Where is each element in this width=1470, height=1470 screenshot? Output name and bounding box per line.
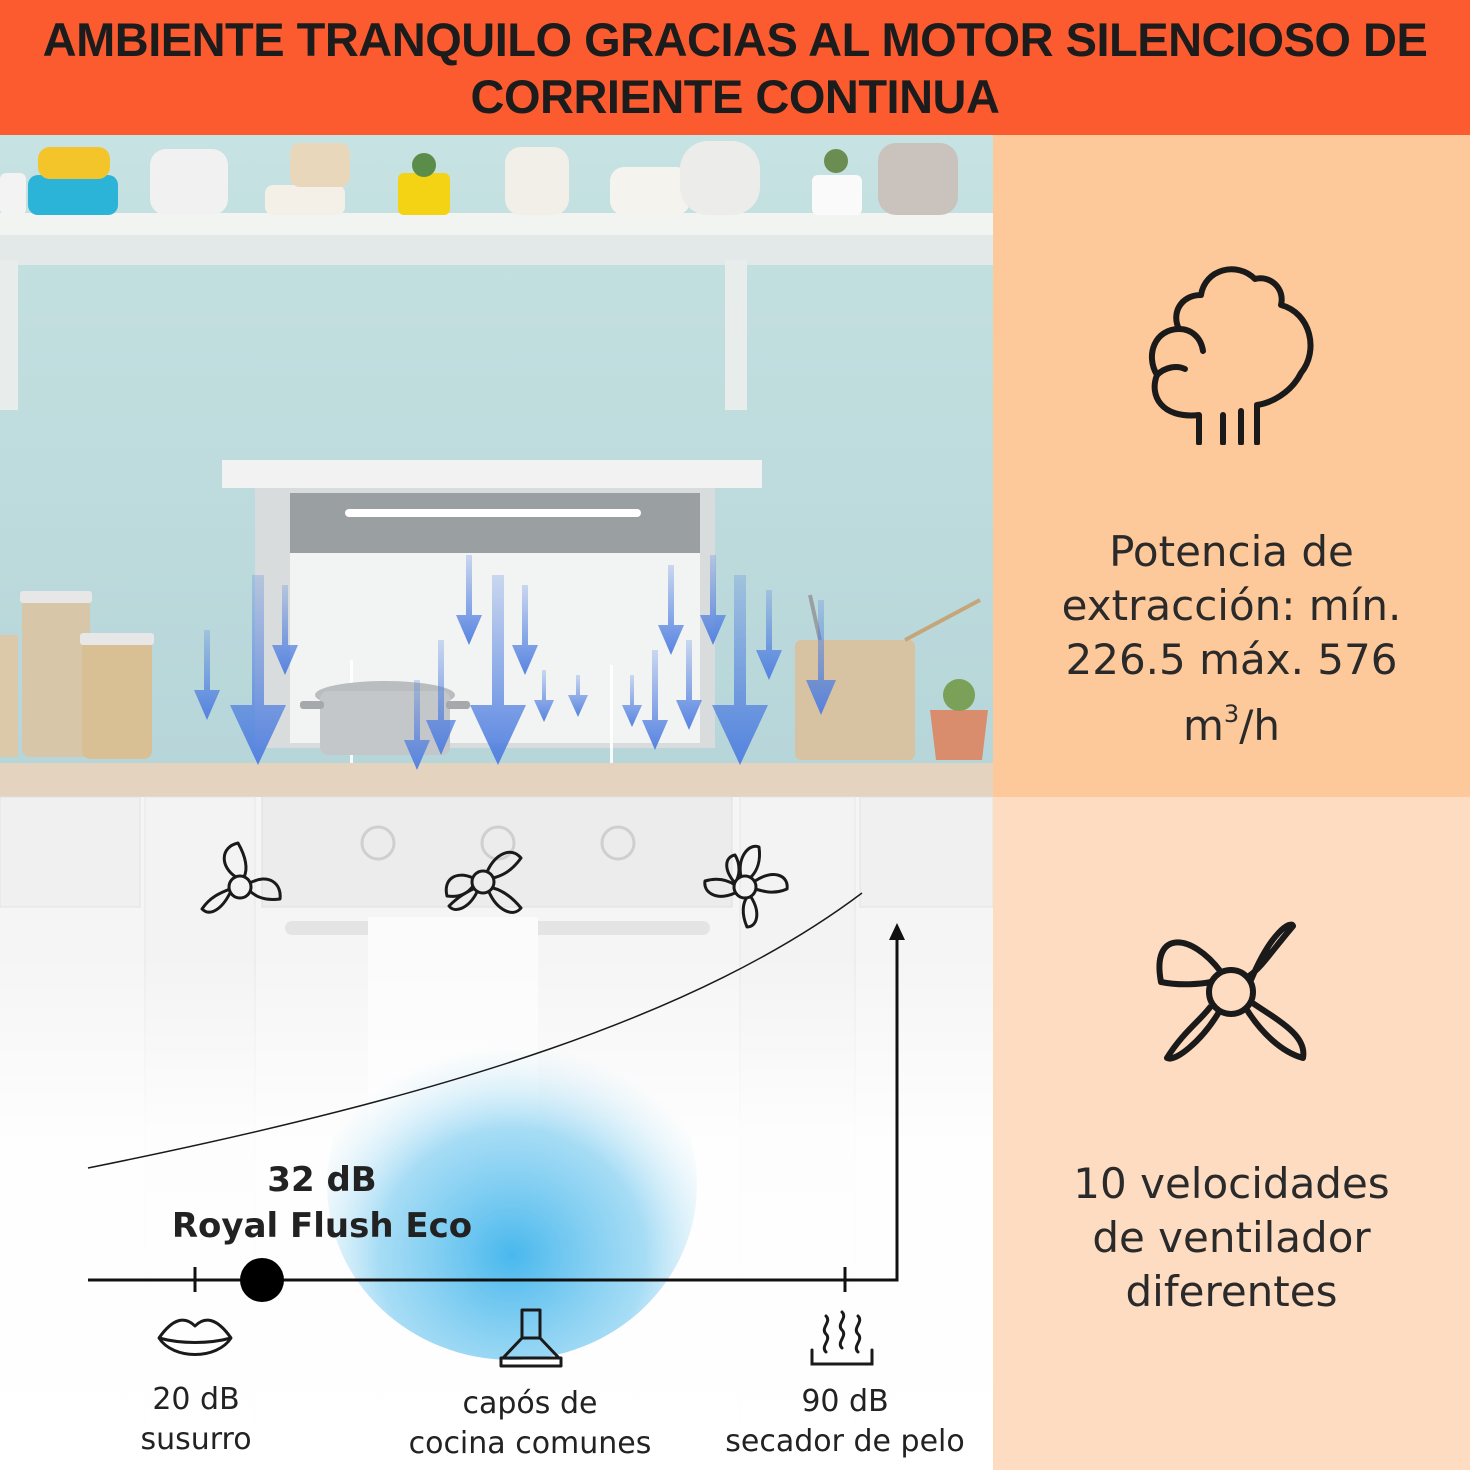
marker-caption: secador de pelo xyxy=(725,1424,965,1459)
steam-cloud-icon xyxy=(1149,266,1314,445)
headline-banner: AMBIENTE TRANQUILO GRACIAS AL MOTOR SILE… xyxy=(0,0,1470,135)
fan-icon xyxy=(444,850,523,914)
feature-text-line: extracción: mín. xyxy=(1061,581,1402,630)
jars xyxy=(0,591,154,759)
fan-icon xyxy=(200,841,282,914)
feature-unit-line: m3/h xyxy=(993,687,1470,753)
basket xyxy=(795,594,988,760)
unit-base: m xyxy=(1183,701,1224,750)
heat-waves-icon xyxy=(810,1310,874,1366)
marker-label-whisper: 20 dB susurro xyxy=(96,1380,296,1460)
marker-value: 90 dB xyxy=(801,1384,889,1419)
current-level-marker xyxy=(240,1258,284,1302)
feature-text-line: 10 velocidades xyxy=(1073,1159,1390,1208)
fan-icon xyxy=(703,844,789,929)
headline-line-2: CORRIENTE CONTINUA xyxy=(470,69,1000,123)
feature-text-line: Potencia de xyxy=(1109,527,1354,576)
feature-text-line: de ventilador xyxy=(1092,1213,1371,1262)
highlight-product-name: Royal Flush Eco xyxy=(171,1206,473,1246)
headline-line-1: AMBIENTE TRANQUILO GRACIAS AL MOTOR SILE… xyxy=(42,12,1428,66)
marker-value: 20 dB xyxy=(152,1382,240,1417)
marker-caption: cocina comunes xyxy=(408,1426,652,1461)
extraction-power-text: Potencia de extracción: mín. 226.5 máx. … xyxy=(993,525,1470,753)
fan-icon xyxy=(1156,921,1307,1062)
kitchen-illustration xyxy=(0,135,993,1470)
highlight-db: 32 dB xyxy=(267,1160,377,1200)
marker-value: capós de xyxy=(462,1386,598,1421)
marker-caption: susurro xyxy=(140,1422,252,1457)
shelf xyxy=(0,141,993,410)
feature-text-line: diferentes xyxy=(1125,1267,1338,1316)
range-hood-icon xyxy=(499,1308,563,1368)
feature-text-line: 226.5 máx. 576 xyxy=(1065,635,1398,684)
lips-icon xyxy=(157,1318,233,1356)
fan-speed-text: 10 velocidades de ventilador diferentes xyxy=(993,1157,1470,1319)
noise-curve xyxy=(87,892,863,1169)
airflow-arrows xyxy=(194,555,836,770)
noise-axis xyxy=(88,935,899,1292)
feature-fan-speed-panel: 10 velocidades de ventilador diferentes xyxy=(993,797,1470,1470)
axis-arrow-icon xyxy=(889,923,905,940)
marker-label-common-hoods: capós de cocina comunes xyxy=(380,1384,680,1464)
unit-superscript: 3 xyxy=(1223,700,1240,728)
unit-rest: /h xyxy=(1239,701,1280,750)
marker-label-hair-dryer: 90 dB secador de pelo xyxy=(714,1382,976,1462)
feature-extraction-panel: Potencia de extracción: mín. 226.5 máx. … xyxy=(993,135,1470,797)
kitchen-scene xyxy=(0,135,993,1470)
